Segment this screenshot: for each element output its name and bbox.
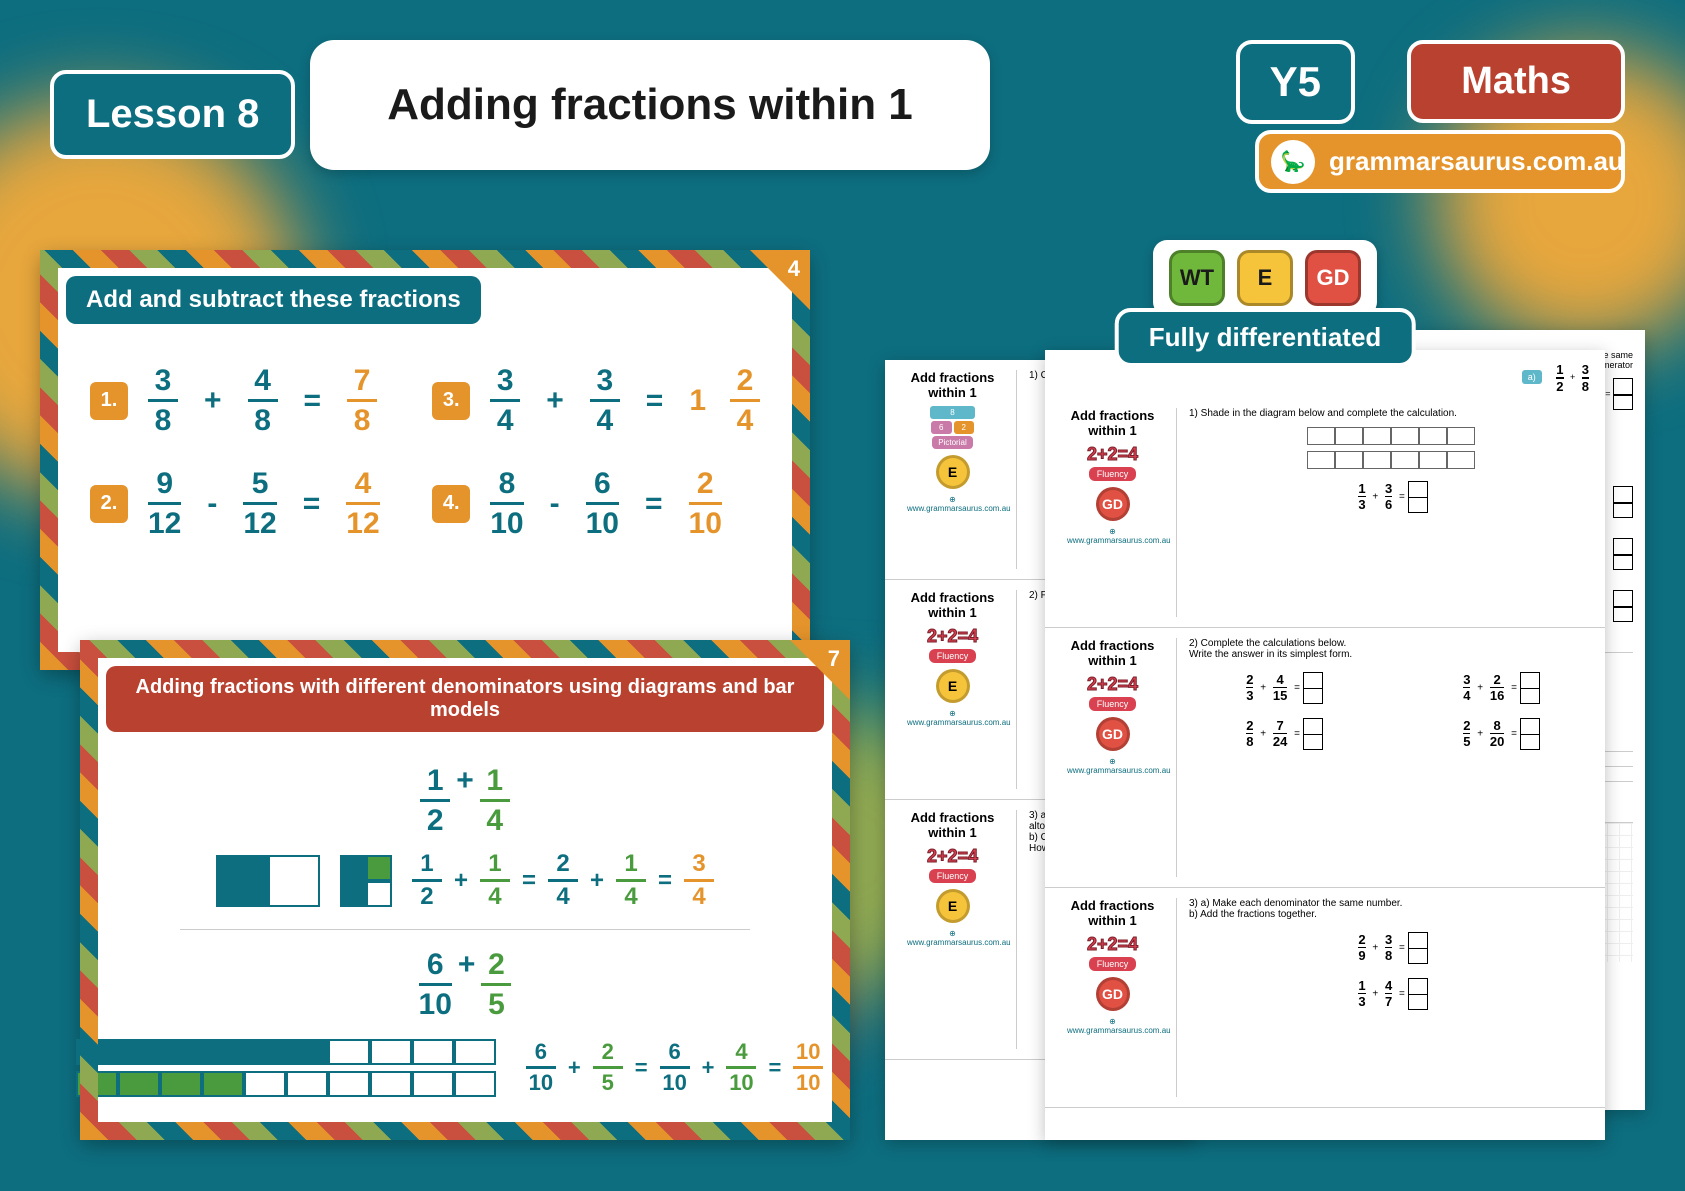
bar-model-b	[76, 1071, 496, 1097]
worksheet-page-b: a) 12 + 38 Add fractions within 1 2+2=4 …	[1045, 350, 1605, 1140]
difficulty-badge: GD	[1305, 250, 1361, 306]
difficulty-badge: WT	[1169, 250, 1225, 306]
brand-pill: 🦕 grammarsaurus.com.au	[1255, 130, 1625, 193]
year-pill: Y5	[1236, 40, 1355, 124]
slide-card-2: 7 Adding fractions with different denomi…	[80, 640, 850, 1140]
slide1-title: Add and subtract these fractions	[66, 276, 481, 324]
page-title: Adding fractions within 1	[387, 80, 913, 130]
equation-row: 1. 38 + 48 = 78	[90, 364, 392, 437]
differentiated-pill: Fully differentiated	[1115, 308, 1416, 367]
slide2-title: Adding fractions with different denomina…	[106, 666, 824, 732]
equation-number: 1.	[90, 382, 128, 420]
worksheet-row: Add fractions within 1 2+2=4 Fluency GD …	[1045, 628, 1605, 888]
difficulty-badge: E	[1237, 250, 1293, 306]
title-card: Adding fractions within 1	[310, 40, 990, 170]
worksheet-cluster: WTEGD Fully differentiated to make the s…	[885, 330, 1645, 1150]
equation-row: 2. 912 - 512 = 412	[90, 467, 392, 540]
difficulty-badges: WTEGD	[1153, 240, 1377, 316]
equation-row: 3. 34 + 34 = 124	[432, 364, 760, 437]
slide2-bottom-problem: 610+25	[140, 948, 790, 1021]
worksheet-row: Add fractions within 1 2+2=4 Fluency GD …	[1045, 888, 1605, 1108]
equation-number: 2.	[90, 485, 128, 523]
brand-logo-icon: 🦕	[1271, 140, 1315, 184]
slide-corner-number: 4	[750, 250, 810, 310]
lesson-pill: Lesson 8	[50, 70, 295, 159]
equation-number: 3.	[432, 382, 470, 420]
equation-number: 4.	[432, 485, 470, 523]
equation-grid: 1. 38 + 48 = 78 3. 34 + 34 = 124 2. 912 …	[40, 324, 810, 580]
bar-model-a	[76, 1039, 496, 1065]
brand-text: grammarsaurus.com.au	[1329, 146, 1624, 176]
bar-model-top: 12+14=24+14=34	[140, 851, 790, 911]
slide-card-1: 4 Add and subtract these fractions 1. 38…	[40, 250, 810, 670]
equation-row: 4. 810 - 610 = 210	[432, 467, 760, 540]
slide2-top-problem: 12+14	[140, 764, 790, 837]
subject-pill: Maths	[1407, 40, 1625, 123]
worksheet-row: Add fractions within 1 2+2=4 Fluency GD …	[1045, 398, 1605, 628]
slide2-bottom-expansion: 610+25=610+410=1010= 1	[526, 1040, 854, 1095]
